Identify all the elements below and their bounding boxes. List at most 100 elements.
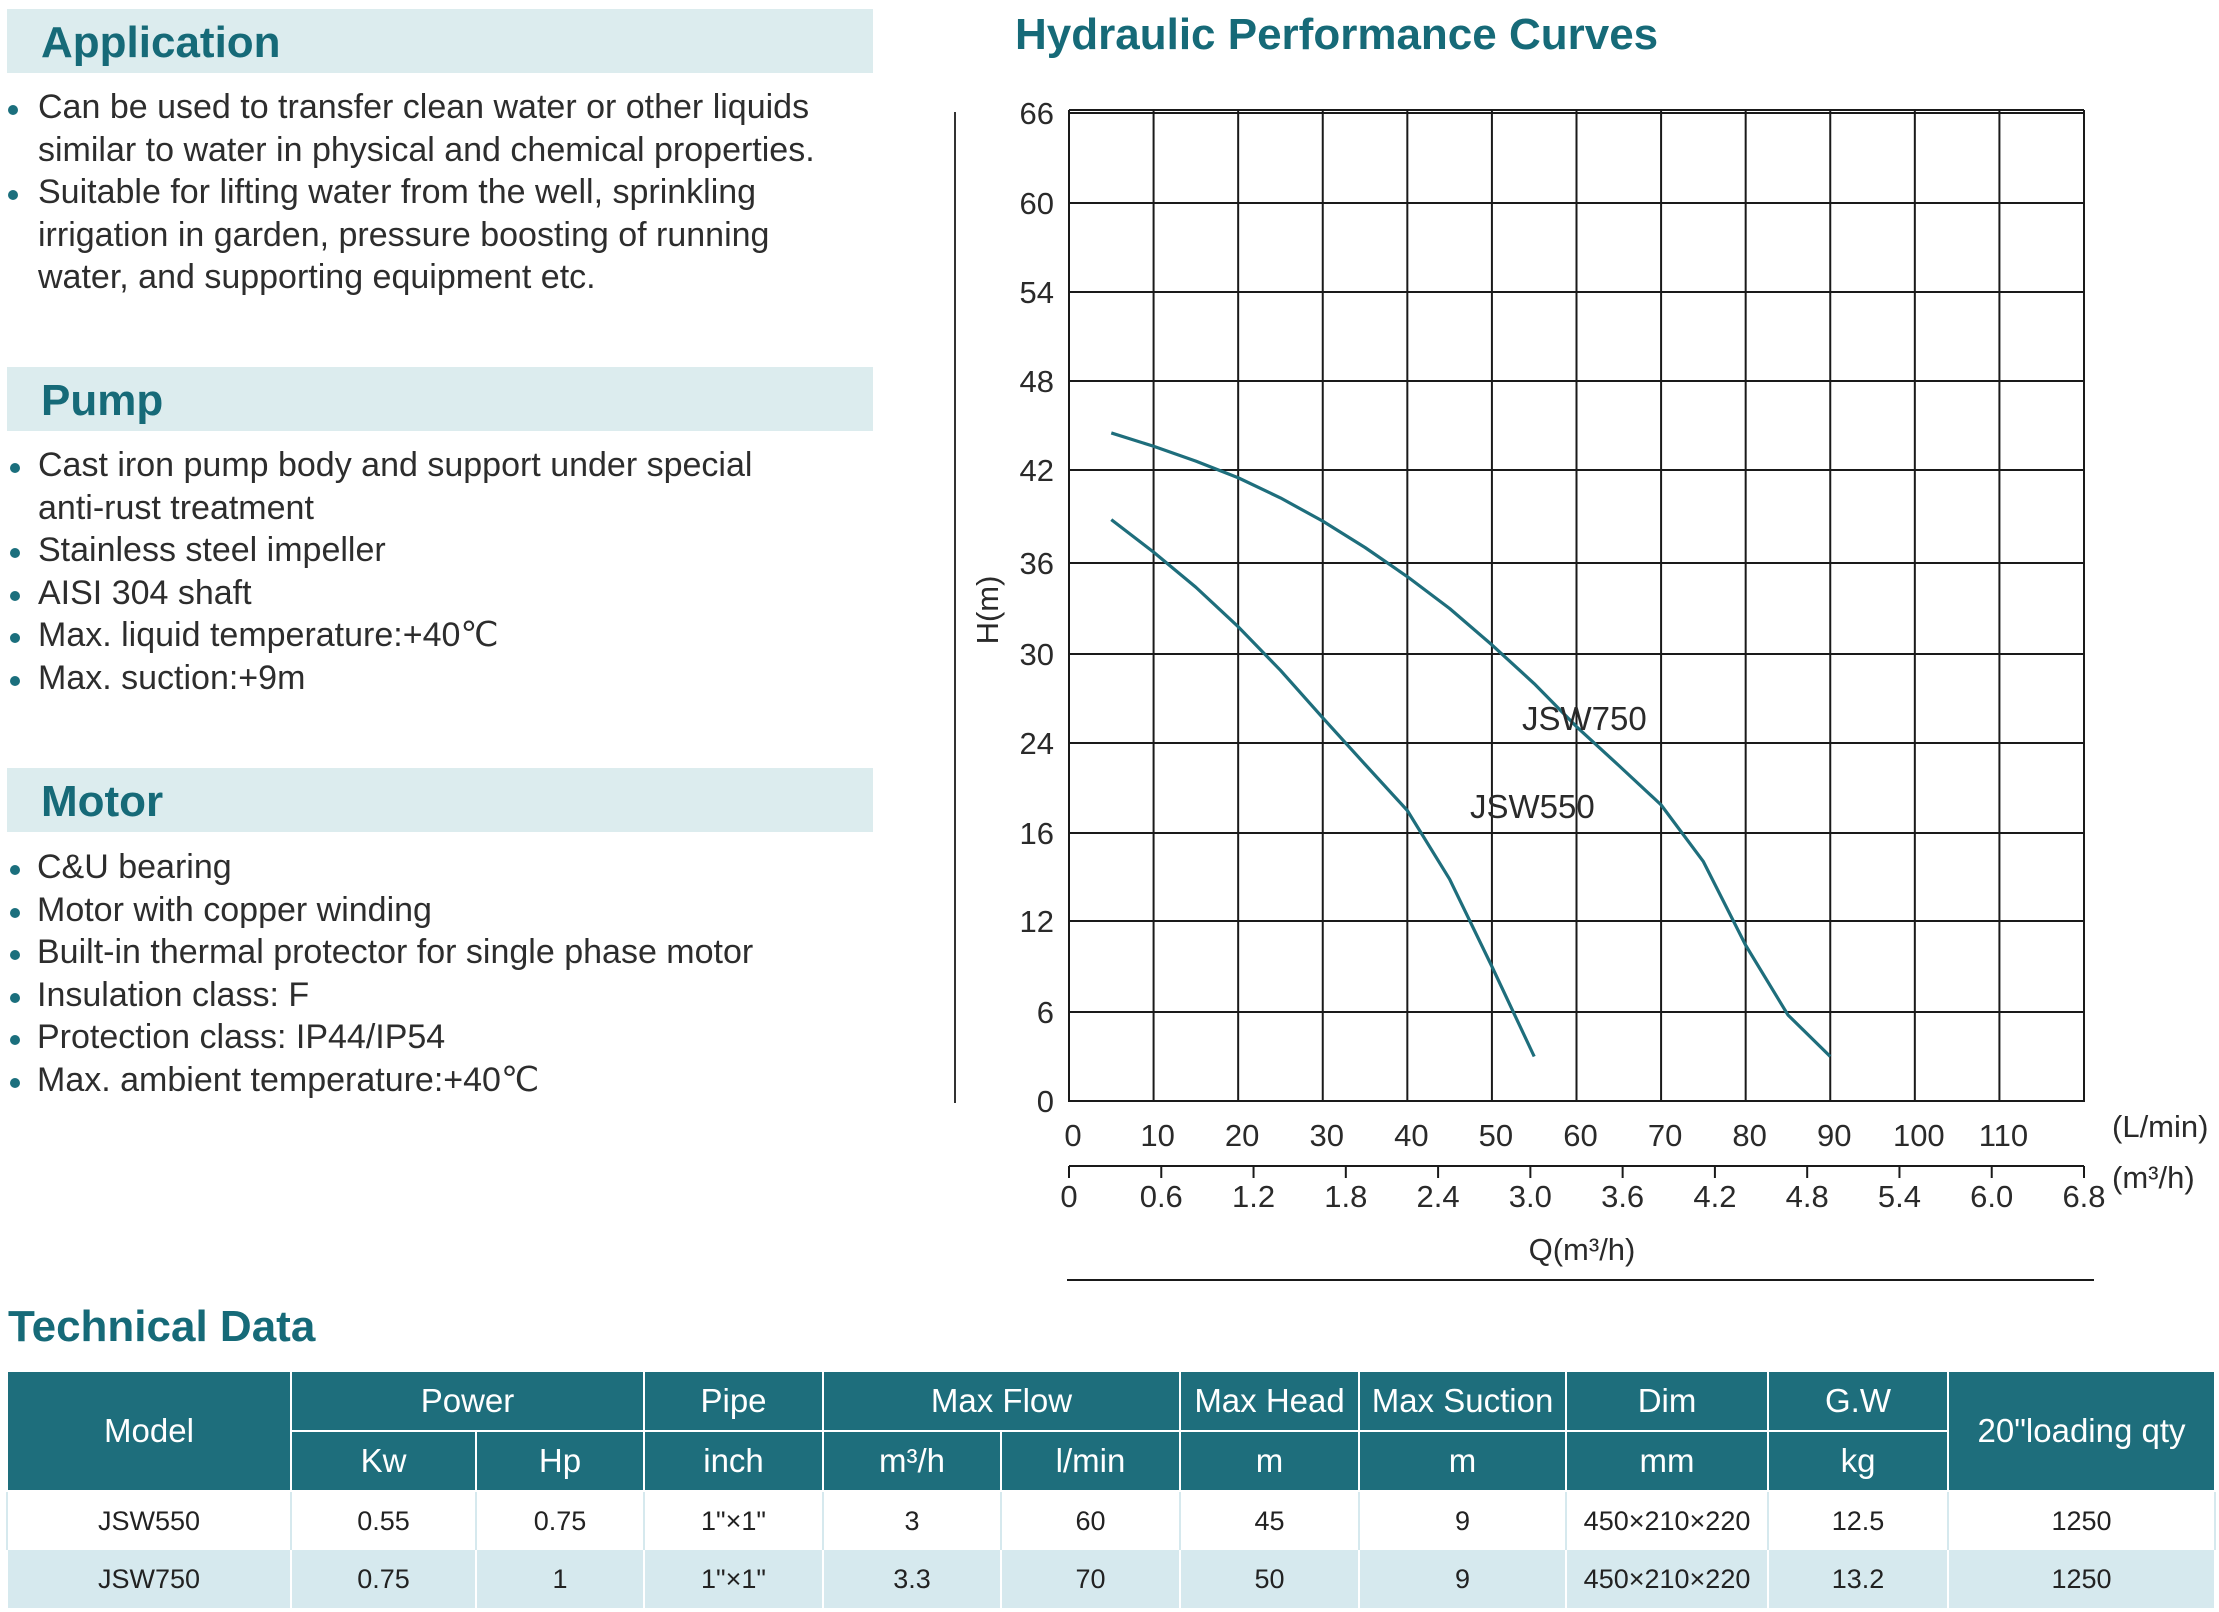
y-axis-label: H(m) [970, 576, 1005, 645]
bullet-dot-icon [10, 992, 20, 1003]
bullet-dot-icon [10, 633, 20, 643]
pump-list: Cast iron pump body and support under sp… [10, 444, 752, 699]
x-tick-label-lmin: 50 [1479, 1118, 1513, 1153]
cell-lmin: 60 [1000, 1491, 1182, 1550]
motor-list: C&U bearing Motor with copper winding Bu… [10, 846, 753, 1101]
unit-mm: mm [1565, 1430, 1770, 1492]
application-line: irrigation in garden, pressure boosting … [38, 215, 770, 254]
table-header-row: Model Power Pipe Max Flow Max Head Max S… [6, 1370, 2217, 1492]
application-line: water, and supporting equipment etc. [38, 258, 596, 296]
col-power: Power [289, 1370, 646, 1432]
motor-bullet: Max. ambient temperature:+40℃ [10, 1059, 753, 1102]
x-unit-lmin: (L/min) [2112, 1109, 2208, 1144]
series-line-jsw750 [1110, 431, 1832, 1058]
col-loading: 20"loading qty [1947, 1370, 2217, 1492]
motor-line: Built-in thermal protector for single ph… [37, 933, 754, 971]
motor-title: Motor [41, 777, 164, 826]
motor-line: Insulation class: F [37, 975, 310, 1014]
col-max-flow: Max Flow [822, 1370, 1182, 1432]
pump-bullet-cont: anti-rust treatment [10, 487, 752, 530]
table-subheader-row: Kw Hp inch m³/h l/min m m mm kg [7, 1430, 2215, 1492]
series-label-jsw550: JSW550 [1470, 788, 1595, 825]
bullet-dot-icon [8, 190, 18, 200]
unit-kg: kg [1767, 1430, 1950, 1492]
cell-pipe: 1"×1" [643, 1550, 825, 1608]
cell-dim: 450×210×220 [1565, 1550, 1770, 1608]
pump-bullet: Cast iron pump body and support under sp… [10, 444, 752, 487]
x-tick-label-m3h: 3.6 [1601, 1179, 1644, 1214]
bullet-dot-icon [10, 907, 20, 918]
technical-table: Model Power Pipe Max Flow Max Head Max S… [6, 1370, 2217, 1608]
pump-line: Max. liquid temperature:+40℃ [38, 616, 499, 654]
cell-hp: 0.75 [474, 1491, 646, 1550]
x-tick-label-m3h: 5.4 [1878, 1179, 1921, 1214]
application-bullet: Suitable for lifting water from the well… [8, 171, 815, 214]
unit-m-suction: m [1358, 1430, 1568, 1492]
x-unit-m3h: (m³/h) [2112, 1160, 2195, 1195]
motor-line: Max. ambient temperature:+40℃ [37, 1060, 540, 1099]
application-bullet: Can be used to transfer clean water or o… [8, 86, 815, 129]
x-axis-label: Q(m³/h) [1529, 1232, 1636, 1267]
application-list: Can be used to transfer clean water or o… [8, 86, 815, 299]
cell-lmin: 70 [1000, 1550, 1182, 1608]
bullet-dot-icon [10, 463, 20, 473]
x-tick-label-lmin: 90 [1817, 1118, 1851, 1153]
motor-header: Motor [7, 768, 873, 832]
unit-m-head: m [1179, 1430, 1361, 1492]
pump-line: Stainless steel impeller [38, 531, 386, 569]
motor-line: Protection class: IP44/IP54 [37, 1018, 446, 1056]
x-tick-label-lmin: 0 [1064, 1118, 1081, 1153]
x-tick-label-m3h: 6.8 [2062, 1179, 2105, 1214]
y-tick-label: 12 [1020, 904, 1054, 939]
pump-line: Max. suction:+9m [38, 658, 306, 697]
col-model: Model [6, 1370, 292, 1492]
x-tick-label-lmin: 100 [1893, 1118, 1945, 1153]
col-max-head: Max Head [1179, 1370, 1361, 1432]
bullet-dot-icon [10, 865, 20, 875]
x-tick-label-m3h: 0.6 [1140, 1179, 1183, 1214]
pump-bullet: AISI 304 shaft [10, 572, 752, 615]
table-row: JSW550 0.55 0.75 1"×1" 3 60 45 9 450×210… [6, 1491, 2217, 1550]
x-tick-label-lmin: 80 [1732, 1118, 1766, 1153]
y-tick-label: 42 [1020, 453, 1054, 488]
x-tick-label-m3h: 1.2 [1232, 1179, 1275, 1214]
motor-line: C&U bearing [37, 848, 232, 886]
cell-model: JSW750 [6, 1550, 292, 1608]
application-header: Application [7, 9, 873, 73]
pump-header: Pump [7, 367, 873, 431]
pump-title: Pump [41, 376, 164, 425]
pump-bullet: Stainless steel impeller [10, 529, 752, 572]
bullet-dot-icon [10, 1077, 20, 1088]
cell-dim: 450×210×220 [1565, 1491, 1770, 1550]
pump-bullet: Max. liquid temperature:+40℃ [10, 614, 752, 657]
application-line: Can be used to transfer clean water or o… [38, 88, 810, 126]
col-gw: G.W [1767, 1370, 1950, 1432]
x-tick-label-m3h: 4.2 [1693, 1179, 1736, 1214]
motor-line: Motor with copper winding [37, 890, 432, 929]
y-tick-label: 48 [1020, 364, 1054, 399]
y-tick-label: 54 [1020, 275, 1054, 310]
x-tick-label-lmin: 70 [1648, 1118, 1682, 1153]
cell-hp: 1 [474, 1550, 646, 1608]
cell-model: JSW550 [6, 1491, 292, 1550]
motor-bullet: Protection class: IP44/IP54 [10, 1016, 753, 1059]
cell-qty: 1250 [1947, 1491, 2217, 1550]
application-line: Suitable for lifting water from the well… [38, 173, 757, 211]
x-tick-label-m3h: 3.0 [1509, 1179, 1552, 1214]
unit-kw: Kw [290, 1430, 477, 1492]
application-bullet-cont: similar to water in physical and chemica… [8, 129, 815, 172]
bullet-dot-icon [10, 548, 20, 558]
pump-bullet: Max. suction:+9m [10, 657, 752, 700]
pump-line: Cast iron pump body and support under sp… [38, 446, 753, 484]
cell-gw: 12.5 [1767, 1491, 1950, 1550]
bullet-dot-icon [8, 105, 18, 115]
cell-qty: 1250 [1947, 1550, 2217, 1608]
performance-chart: 0 6 12 16 24 30 36 42 48 54 60 66 H(m) 0 10 20 30 40 50 60 7… [954, 96, 2208, 1281]
cell-gw: 13.2 [1767, 1550, 1950, 1608]
cell-suction: 9 [1358, 1491, 1568, 1550]
x-tick-label-lmin: 40 [1394, 1118, 1428, 1153]
motor-bullet: Insulation class: F [10, 974, 753, 1017]
performance-title: Hydraulic Performance Curves [1015, 10, 1659, 59]
x-tick-label-m3h: 6.0 [1970, 1179, 2013, 1214]
y-tick-label: 30 [1020, 637, 1054, 672]
